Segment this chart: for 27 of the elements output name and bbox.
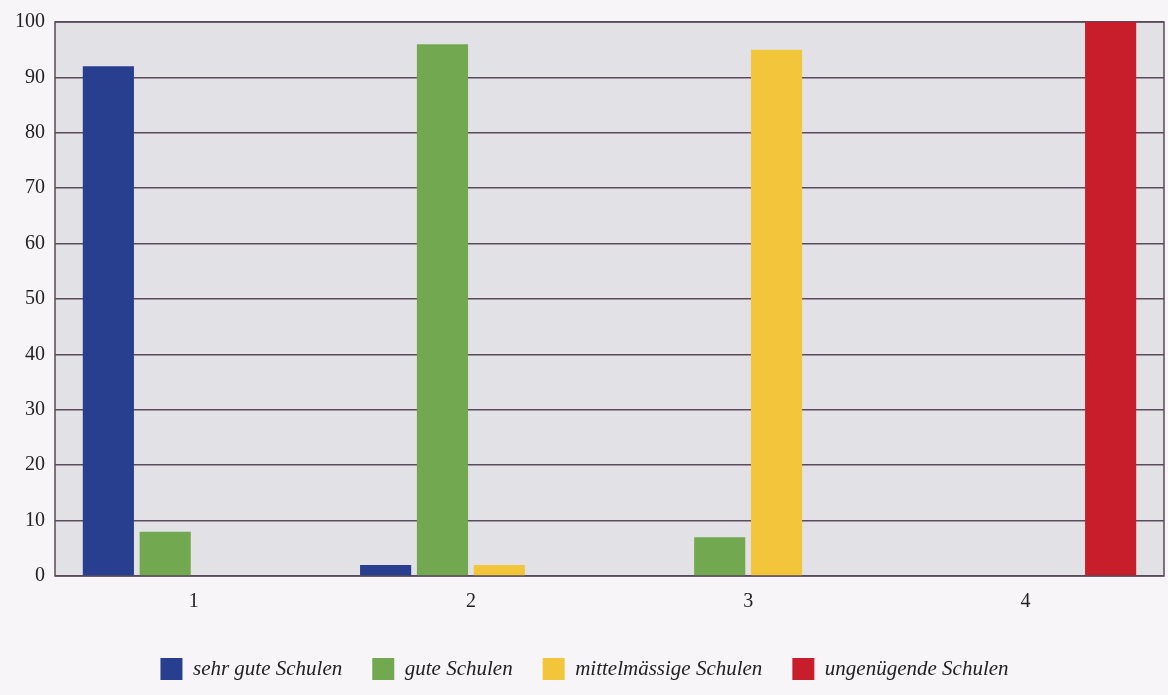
y-tick-label: 100	[15, 9, 45, 32]
bar	[473, 564, 525, 576]
bar	[694, 537, 746, 576]
y-tick-label: 40	[25, 341, 45, 364]
x-tick-label: 2	[465, 589, 476, 612]
bar	[416, 44, 469, 576]
bar	[1085, 22, 1137, 576]
y-tick-label: 30	[25, 397, 45, 420]
y-tick-label: 70	[25, 175, 45, 198]
y-tick-label: 0	[35, 563, 45, 586]
legend-label: mittelmässige Schulen	[575, 655, 763, 680]
y-tick-label: 20	[25, 452, 45, 475]
x-tick-label: 3	[743, 589, 754, 612]
y-tick-label: 90	[25, 64, 45, 87]
legend-label: gute Schulen	[404, 655, 513, 680]
y-tick-label: 60	[25, 230, 45, 253]
bar	[139, 531, 191, 576]
legend-label: sehr gute Schulen	[192, 655, 343, 680]
y-tick-label: 10	[25, 507, 45, 530]
y-tick-label: 80	[25, 120, 45, 143]
bar	[82, 66, 134, 576]
x-tick-label: 4	[1020, 589, 1031, 612]
bar	[750, 49, 803, 576]
bar	[360, 564, 412, 576]
x-tick-label: 1	[188, 589, 199, 612]
y-tick-label: 50	[25, 286, 45, 309]
legend-label: ungenügende Schulen	[824, 655, 1009, 680]
